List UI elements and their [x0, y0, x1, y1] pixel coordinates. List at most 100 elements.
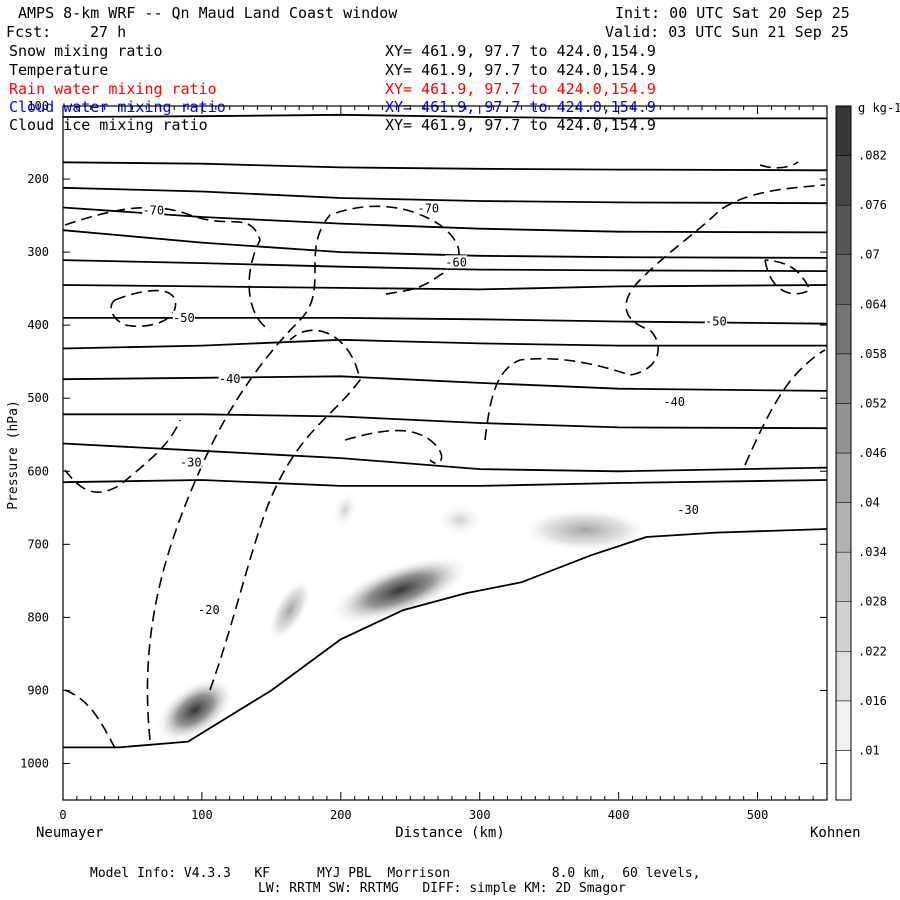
- colorbar-swatch: [835, 254, 852, 305]
- y-tick-label: 900: [27, 683, 49, 697]
- colorbar-swatch: [835, 403, 852, 454]
- contour-label-bg: [218, 372, 241, 386]
- contour-label: -30: [180, 455, 202, 469]
- dashed-contour: [764, 259, 812, 295]
- contour-label-bg: [179, 455, 202, 469]
- y-tick-label: 400: [27, 318, 49, 332]
- isotherm-line: [63, 375, 827, 392]
- dashed-contour: [64, 206, 271, 331]
- y-tick-label: 700: [27, 537, 49, 551]
- field-name-rain: Rain water mixing ratio: [9, 80, 217, 98]
- field-coords-cloud-water: XY= 461.9, 97.7 to 424.0,154.9: [385, 98, 656, 116]
- contour-label-bg: [197, 603, 220, 617]
- shading-blob: [435, 502, 485, 538]
- x-axis-label: Distance (km): [395, 825, 505, 841]
- colorbar-label: .016: [858, 694, 887, 708]
- field-coords-rain: XY= 461.9, 97.7 to 424.0,154.9: [385, 80, 656, 98]
- colorbar-swatch: [835, 353, 852, 404]
- shading-blob: [155, 677, 235, 743]
- contour-label-bg: [172, 310, 195, 324]
- dashed-contour: [209, 329, 361, 691]
- y-tick-label: 1000: [20, 756, 49, 770]
- colorbar-swatch: [835, 304, 852, 355]
- colorbar-swatch: [835, 502, 852, 553]
- field-name-cloud-ice: Cloud ice mixing ratio: [9, 116, 208, 134]
- contour-label: -70: [142, 203, 164, 217]
- shading-blob: [331, 490, 359, 530]
- isotherm-line: [63, 284, 827, 291]
- colorbar-swatch: [835, 750, 852, 801]
- dashed-contour: [744, 349, 826, 466]
- y-tick-label: 500: [27, 391, 49, 405]
- contour-label: -70: [417, 201, 439, 215]
- colorbar-label: .046: [858, 446, 887, 460]
- dashed-contour: [484, 184, 826, 441]
- isotherm-line: [63, 338, 827, 350]
- chart-title: AMPS 8-km WRF -- Qn Maud Land Coast wind…: [18, 4, 398, 22]
- contour-label: -20: [198, 603, 220, 617]
- contour-label: -60: [445, 255, 467, 269]
- contour-label-bg: [663, 394, 686, 408]
- plot-frame: [62, 105, 828, 801]
- contour-label: -50: [705, 315, 727, 329]
- colorbar-swatch: [835, 452, 852, 503]
- colorbar-label: .034: [858, 545, 887, 559]
- contour-label: -50: [173, 311, 195, 325]
- y-tick-label: 300: [27, 245, 49, 259]
- dashed-contour: [110, 289, 177, 327]
- colorbar-swatch: [835, 601, 852, 652]
- dashed-contour: [759, 161, 799, 169]
- valid-time: Valid: 03 UTC Sun 21 Sep 25: [605, 23, 849, 41]
- colorbar-label: .064: [858, 297, 887, 311]
- colorbar: .01 .016 .022 .028 .034 .04 .046 .052 .058 .064 .0…: [835, 105, 887, 801]
- isotherm-line: [63, 442, 827, 473]
- init-time: Init: 00 UTC Sat 20 Sep 25: [615, 4, 850, 22]
- x-tick-label: 100: [191, 808, 213, 822]
- left-station-label: Neumayer: [36, 825, 103, 841]
- colorbar-swatch: [835, 551, 852, 602]
- colorbar-label: .07: [858, 248, 880, 262]
- x-tick-label: 500: [747, 808, 769, 822]
- dashed-contour: [344, 429, 443, 464]
- x-tick-label: 300: [469, 808, 491, 822]
- isotherm-line: [63, 186, 827, 205]
- colorbar-swatch: [835, 105, 852, 156]
- field-coords-snow: XY= 461.9, 97.7 to 424.0,154.9: [385, 42, 656, 60]
- forecast-label: Fcst:: [6, 23, 52, 41]
- colorbar-label: .04: [858, 496, 880, 510]
- model-info-line1: Model Info: V4.3.3 KF MYJ PBL Morrison 8…: [90, 866, 701, 881]
- y-axis-label: Pressure (hPa): [6, 400, 21, 510]
- dashed-contour: [64, 689, 116, 749]
- colorbar-label: .058: [858, 347, 887, 361]
- y-tick-label: 200: [27, 172, 49, 186]
- colorbar-label: .076: [858, 198, 887, 212]
- isotherm-line: [63, 479, 827, 487]
- dashed-contour: [64, 419, 181, 494]
- field-name-temperature: Temperature: [9, 61, 109, 79]
- contour-label-bg: [704, 314, 727, 328]
- field-coords-temperature: XY= 461.9, 97.7 to 424.0,154.9: [385, 61, 656, 79]
- contour-label: -40: [219, 372, 241, 386]
- isotherm-line: [63, 413, 827, 430]
- colorbar-swatch: [835, 155, 852, 206]
- colorbar-frame: [835, 105, 852, 801]
- contour-label: -40: [663, 395, 685, 409]
- colorbar-label: .082: [858, 149, 887, 163]
- isotherm-line: [63, 259, 827, 272]
- colorbar-label: .052: [858, 396, 887, 410]
- x-tick-label: 0: [59, 808, 66, 822]
- contour-label-bg: [417, 201, 440, 215]
- y-tick-label: 600: [27, 464, 49, 478]
- terrain-line: [63, 528, 828, 749]
- colorbar-swatch: [835, 204, 852, 255]
- temperature-labels: -70 -70 -60 -50 -50 -40 -40 -30 -30 -20: [142, 201, 727, 617]
- isotherm-line: [63, 206, 827, 234]
- field-name-snow: Snow mixing ratio: [9, 42, 163, 60]
- contour-label-bg: [445, 255, 468, 269]
- model-info-line2: LW: RRTM SW: RRTMG DIFF: simple KM: 2D S…: [258, 881, 626, 896]
- shading-blob: [329, 555, 471, 625]
- x-axis: 0 100 200 300 400 500: [59, 106, 828, 822]
- field-name-cloud-water: Cloud water mixing ratio: [9, 98, 226, 116]
- contour-label-bg: [142, 203, 165, 217]
